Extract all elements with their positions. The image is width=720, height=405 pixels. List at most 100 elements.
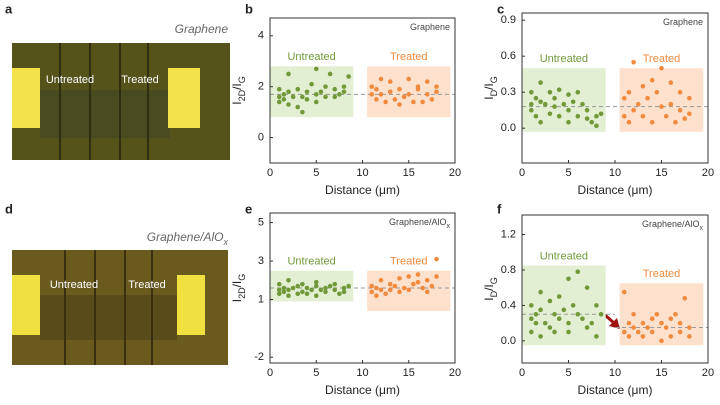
point — [529, 107, 534, 113]
point — [276, 94, 282, 100]
point — [533, 311, 539, 317]
point — [687, 325, 692, 330]
point — [401, 285, 407, 291]
x-tick-label: 10 — [609, 367, 621, 379]
point — [434, 84, 439, 89]
point — [415, 272, 421, 277]
point — [332, 287, 338, 293]
point — [654, 311, 660, 317]
point — [570, 303, 576, 308]
chart-title: Graphene — [663, 17, 703, 27]
x-tick-label: 15 — [403, 367, 415, 379]
point — [387, 89, 393, 95]
region — [270, 270, 354, 302]
point — [668, 80, 674, 85]
point — [309, 81, 314, 87]
y-axis-label-part: 2D — [237, 287, 247, 299]
point — [640, 113, 646, 119]
point — [295, 104, 301, 110]
point — [397, 276, 402, 281]
point — [668, 101, 674, 107]
x-tick-label: 20 — [449, 167, 461, 179]
point — [411, 281, 416, 287]
point — [276, 86, 282, 92]
x-tick-label: 20 — [702, 167, 714, 179]
point — [313, 279, 319, 285]
point — [561, 101, 567, 107]
point — [401, 94, 407, 100]
point — [286, 293, 291, 298]
caption-part: x — [223, 237, 229, 247]
point — [286, 71, 291, 77]
point — [337, 291, 342, 297]
point — [313, 283, 319, 289]
point — [415, 84, 421, 89]
region-label: Treated — [390, 256, 428, 268]
y-tick-label: 0.0 — [501, 335, 516, 347]
point — [276, 99, 282, 105]
y-axis-label-part: 2D — [237, 89, 247, 101]
chart-title: Graphene/AlOx — [642, 219, 704, 232]
point — [673, 119, 678, 125]
point — [290, 94, 296, 100]
y-tick-label: 4 — [258, 30, 264, 42]
y-axis-label-part: I — [482, 96, 496, 99]
point — [547, 325, 553, 330]
point — [682, 296, 688, 301]
point — [346, 74, 351, 79]
chart-title-part: x — [447, 223, 451, 230]
point — [420, 99, 425, 105]
point — [575, 311, 581, 317]
point — [374, 97, 379, 102]
region-label: Treated — [643, 268, 681, 280]
y-axis-label-part: /I — [230, 281, 244, 288]
point — [566, 119, 571, 125]
x-tick-label: 15 — [655, 167, 667, 179]
x-tick-label: 15 — [655, 367, 667, 379]
point — [529, 329, 534, 335]
point — [566, 107, 571, 113]
image-label: Treated — [121, 74, 159, 86]
point — [529, 303, 534, 308]
region-label: Untreated — [540, 53, 588, 65]
point — [392, 283, 398, 289]
chart-title-part: x — [700, 225, 704, 232]
point — [323, 84, 328, 89]
y-axis-label-part: G — [489, 76, 499, 83]
arrow — [604, 313, 620, 329]
point — [383, 291, 388, 297]
point — [332, 94, 338, 100]
point — [659, 320, 664, 326]
y-axis-label-part: I — [482, 297, 496, 300]
point — [598, 311, 604, 317]
point — [295, 291, 301, 297]
point — [566, 276, 571, 282]
point — [434, 256, 439, 262]
point — [640, 83, 646, 89]
y-axis-label-part: G — [237, 76, 247, 83]
point — [556, 113, 562, 119]
panel-letter: e — [245, 201, 252, 216]
point — [318, 89, 324, 95]
point — [552, 95, 557, 101]
point — [424, 289, 430, 295]
point — [387, 287, 393, 293]
point — [434, 89, 439, 95]
point — [626, 320, 632, 326]
point — [323, 285, 328, 291]
point — [538, 289, 543, 295]
point — [584, 116, 590, 121]
point — [434, 274, 439, 279]
y-axis-label-part: D — [489, 89, 499, 96]
point — [622, 113, 627, 119]
point — [575, 89, 581, 95]
point — [622, 95, 627, 101]
chart-title-part: Graphene/AlO — [642, 219, 700, 229]
micrograph — [12, 43, 230, 160]
point — [538, 307, 543, 313]
point — [538, 99, 543, 105]
point — [649, 77, 655, 83]
point — [682, 116, 688, 121]
point — [640, 334, 646, 339]
